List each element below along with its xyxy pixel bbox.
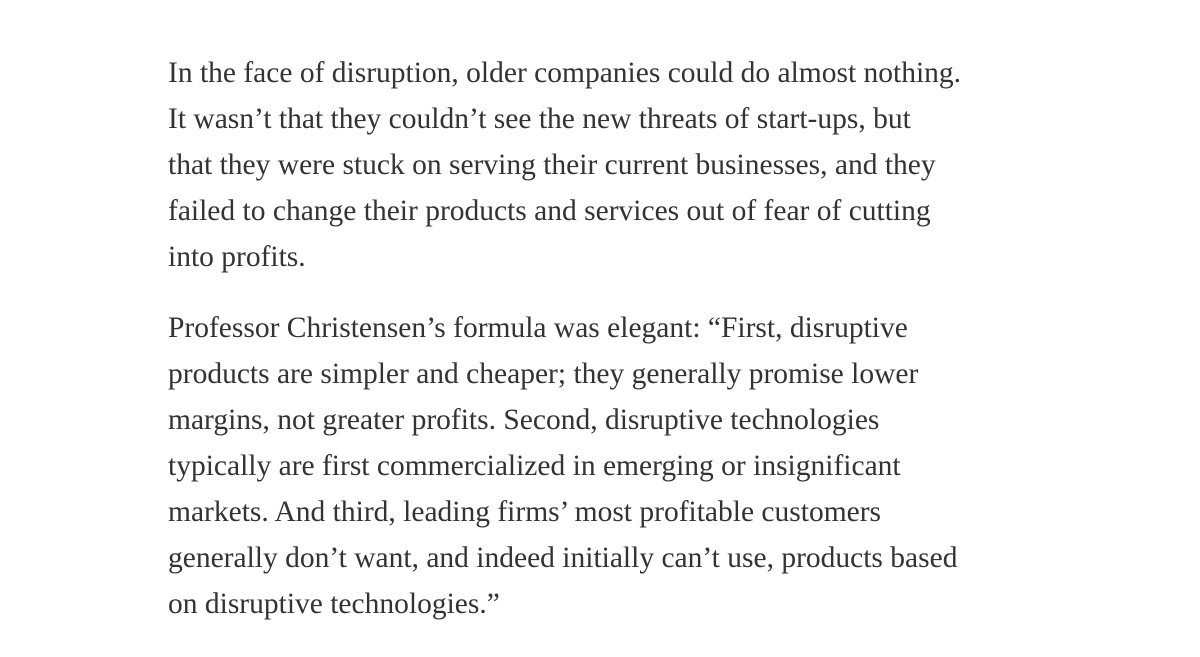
text-line: failed to change their products and serv…	[168, 195, 931, 227]
text-line: into profits.	[168, 241, 306, 273]
text-line: It wasn’t that they couldn’t see the new…	[168, 103, 911, 135]
text-line: on disruptive technologies.”	[168, 588, 500, 620]
paragraph: Professor Christensen’s formula was eleg…	[168, 305, 1168, 627]
text-line: markets. And third, leading firms’ most …	[168, 496, 882, 528]
text-line: that they were stuck on serving their cu…	[168, 149, 936, 181]
text-line: products are simpler and cheaper; they g…	[168, 358, 919, 390]
text-line: In the face of disruption, older compani…	[168, 57, 962, 89]
text-line: typically are first commercialized in em…	[168, 450, 901, 482]
text-line: Professor Christensen’s formula was eleg…	[168, 312, 908, 344]
text-line: generally don’t want, and indeed initial…	[168, 542, 958, 574]
paragraph: In the face of disruption, older compani…	[168, 50, 1168, 280]
article-body: In the face of disruption, older compani…	[168, 50, 1168, 652]
text-line: margins, not greater profits. Second, di…	[168, 404, 880, 436]
